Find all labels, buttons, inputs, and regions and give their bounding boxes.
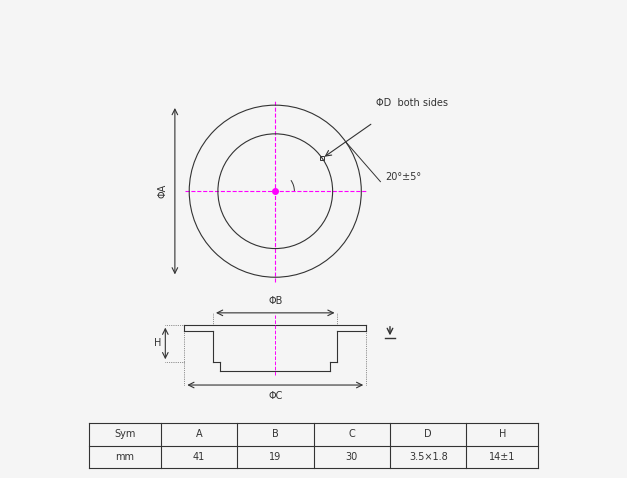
Text: mm: mm (115, 452, 134, 462)
Text: D: D (424, 429, 432, 439)
Text: 41: 41 (192, 452, 205, 462)
Text: 20°±5°: 20°±5° (385, 172, 421, 182)
Text: H: H (154, 338, 162, 348)
Text: B: B (272, 429, 278, 439)
Text: C: C (349, 429, 355, 439)
Text: A: A (196, 429, 202, 439)
Text: H: H (498, 429, 506, 439)
Text: 19: 19 (269, 452, 282, 462)
Text: Sym: Sym (114, 429, 135, 439)
Text: ΦC: ΦC (268, 391, 282, 401)
Text: ΦA: ΦA (158, 184, 168, 198)
Text: 3.5×1.8: 3.5×1.8 (409, 452, 448, 462)
Bar (320, 156, 324, 160)
Text: ΦB: ΦB (268, 296, 282, 306)
Text: ΦD  both sides: ΦD both sides (376, 98, 448, 109)
Text: 30: 30 (345, 452, 358, 462)
Text: 14±1: 14±1 (489, 452, 515, 462)
